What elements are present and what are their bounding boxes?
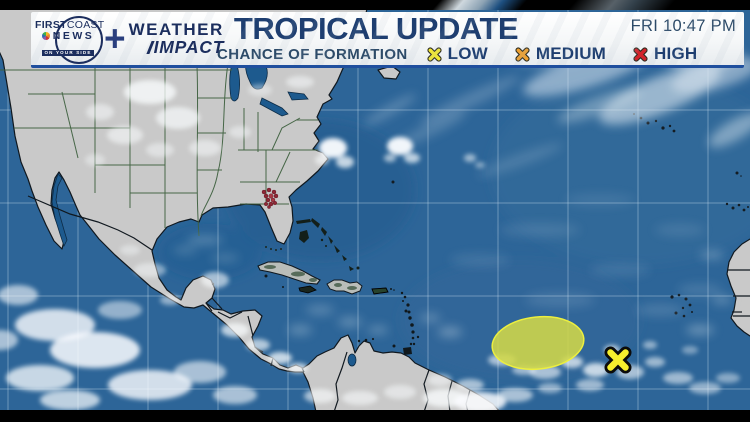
legend-item-low: LOW: [426, 44, 488, 64]
station-logo: FIRSTCOAST NEWS ON YOUR SIDE + WEATHER I…: [35, 13, 231, 65]
nbc-peacock-icon: [41, 32, 50, 41]
top-bar-decor-streak: [424, 0, 547, 10]
plus-icon: +: [104, 18, 126, 59]
lake-michigan: [229, 61, 240, 102]
lakes: [51, 59, 357, 367]
atlantic-islands: [391, 113, 749, 318]
north-central-south-america: [0, 10, 500, 410]
station-name-news: NEWS: [52, 29, 95, 42]
jamaica: [298, 285, 317, 294]
lake-ontario: [287, 91, 309, 101]
puerto-rico: [371, 287, 389, 295]
country-borders: [27, 195, 750, 410]
satellite-map: [0, 10, 750, 410]
station-name: FIRSTCOAST: [35, 18, 105, 31]
top-letterbox-bar: [0, 0, 750, 10]
formation-area-low: [491, 315, 585, 371]
islands: [211, 113, 749, 355]
cloud-puffs: [0, 76, 740, 410]
brand-impact: IMPACT: [153, 37, 225, 57]
legend-label: CHANCE OF FORMATION: [217, 45, 408, 63]
station-market-dots: [261, 187, 279, 209]
gulf-of-california: [51, 173, 68, 248]
header-bar: FIRSTCOAST NEWS ON YOUR SIDE + WEATHER I…: [31, 12, 744, 68]
state-borders: [0, 63, 318, 237]
us-mexico-border: [27, 195, 153, 251]
bermuda: [391, 180, 395, 184]
formation-legend: CHANCE OF FORMATION LOW MEDIUM HIGH: [217, 44, 723, 64]
africa-coast: [726, 238, 750, 337]
x-medium-icon: [515, 46, 530, 62]
x-high-icon: [633, 46, 648, 62]
timestamp: FRI 10:47 PM: [630, 17, 736, 35]
legend-item-medium: MEDIUM: [514, 44, 606, 64]
station-tagline: ON YOUR SIDE: [42, 49, 94, 57]
lake-maracaibo: [347, 353, 357, 367]
brand-weather: WEATHER: [128, 20, 224, 39]
landmasses: [0, 10, 750, 410]
lake-erie: [259, 97, 289, 117]
bottom-letterbox-bar: [0, 410, 750, 422]
top-bar-decor-streak: [556, 0, 694, 10]
bahamas: [296, 218, 360, 271]
florida-keys: [265, 246, 282, 251]
formation-x-marker: [604, 346, 632, 374]
madeira: [735, 171, 739, 175]
logo-circle: [55, 15, 103, 64]
page-title: TROPICAL UPDATE: [233, 11, 519, 46]
legend-item-high: HIGH: [632, 44, 697, 64]
x-low-icon: [427, 46, 442, 62]
